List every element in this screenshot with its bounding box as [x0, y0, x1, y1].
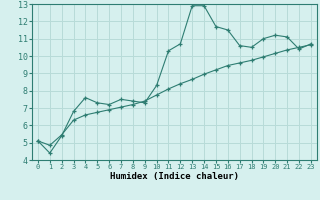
X-axis label: Humidex (Indice chaleur): Humidex (Indice chaleur) [110, 172, 239, 181]
